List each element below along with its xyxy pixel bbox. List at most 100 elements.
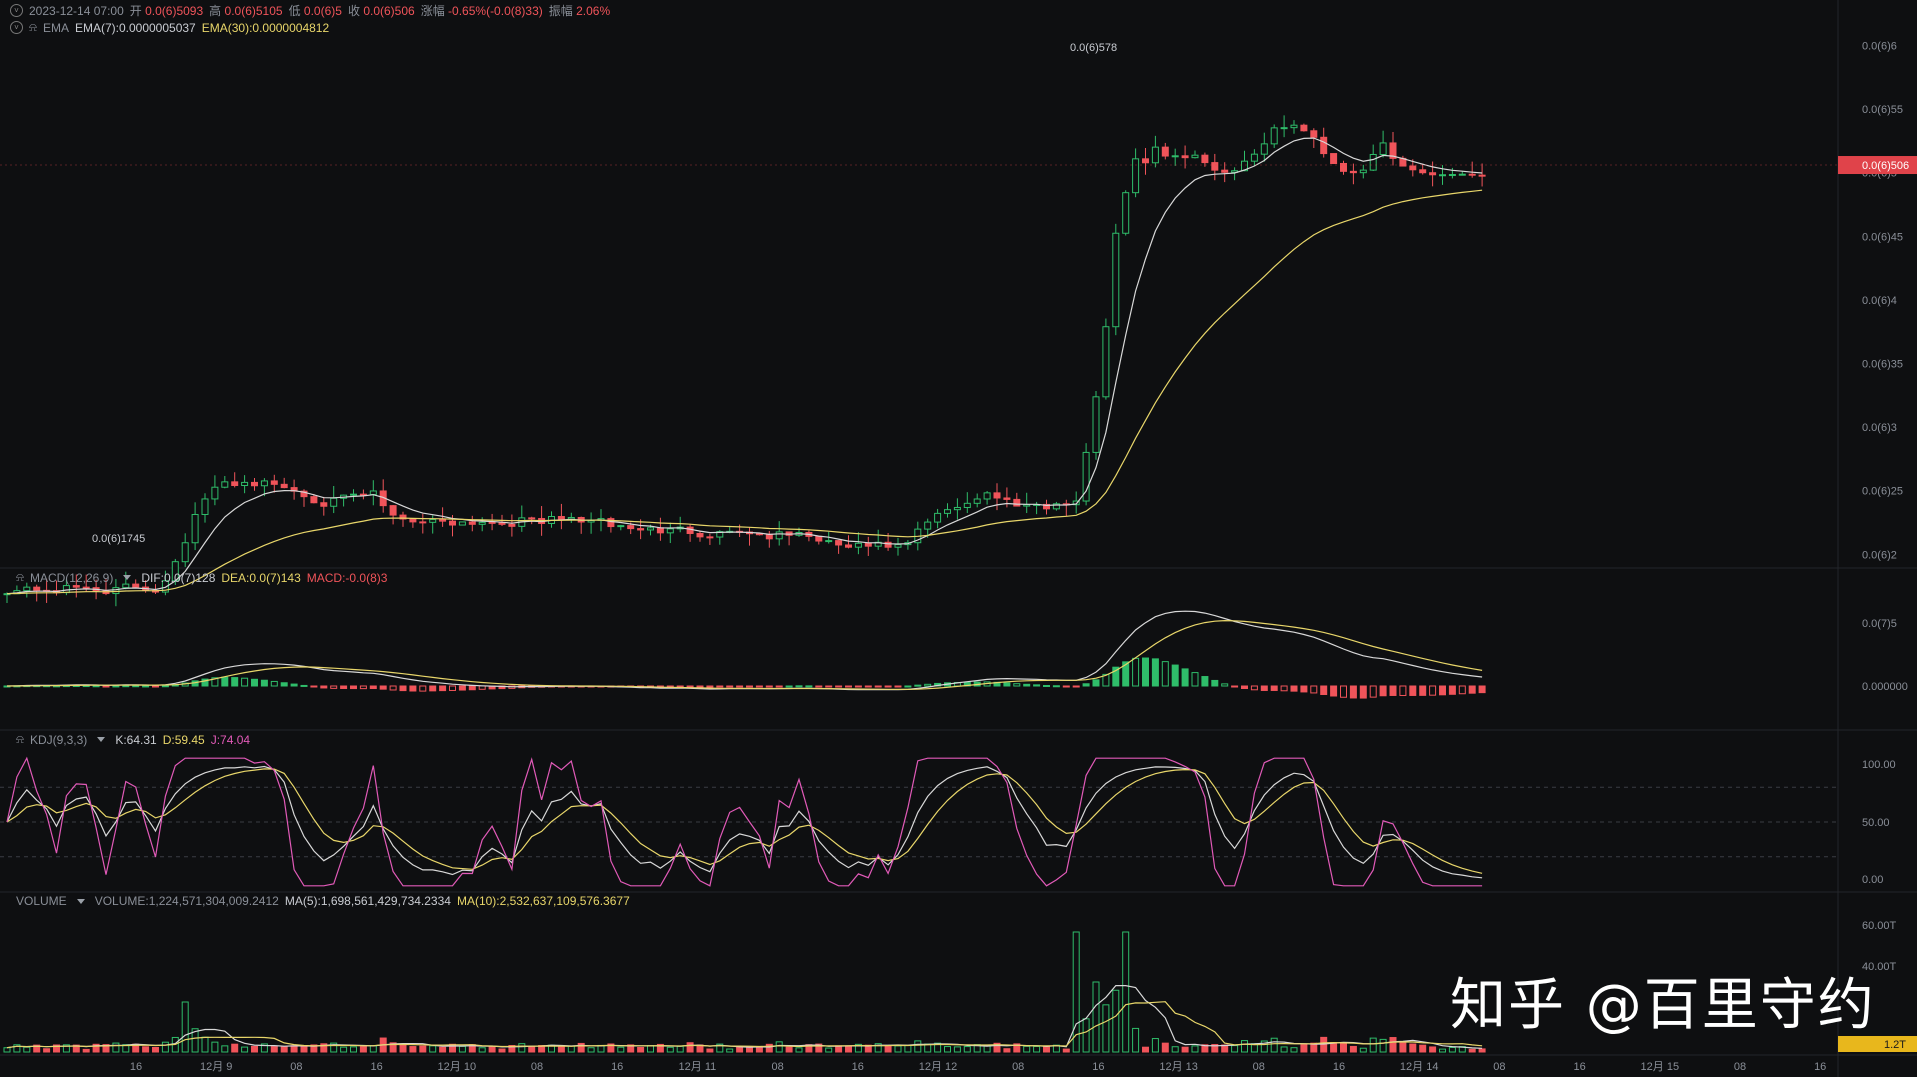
candle <box>1290 124 1298 129</box>
candle <box>1102 326 1110 398</box>
bell-icon[interactable]: ⍾ <box>29 20 37 34</box>
candle <box>508 523 516 527</box>
candle <box>389 505 397 516</box>
kdj-d-line <box>6 768 1483 874</box>
macd-bar <box>1122 661 1130 687</box>
volume-bar <box>439 1046 447 1053</box>
volume-legend: VOLUME VOLUME:1,224,571,304,009.2412 MA(… <box>16 894 630 908</box>
macd-bar <box>1409 685 1417 696</box>
candle <box>854 542 862 548</box>
candle <box>1270 127 1278 145</box>
kdj-j: J:74.04 <box>210 732 251 747</box>
candle <box>755 533 763 536</box>
candle <box>320 502 328 507</box>
volume-bar <box>1171 1046 1179 1053</box>
time-tick-label: 08 <box>290 1061 302 1073</box>
chevron-icon[interactable]: ˅ <box>10 4 23 17</box>
chevron-icon[interactable]: ˅ <box>10 21 23 34</box>
candle <box>280 483 288 489</box>
volume-bar <box>647 1045 654 1053</box>
candle <box>1468 173 1476 176</box>
volume-bar <box>785 1046 793 1053</box>
chevron-down-icon[interactable] <box>76 898 85 904</box>
chevron-down-icon[interactable] <box>97 737 106 742</box>
candle <box>1092 396 1100 453</box>
candle <box>706 536 714 539</box>
time-tick-label: 12月 13 <box>1159 1061 1198 1073</box>
ema-row: ˅ ⍾ EMA EMA(7):0.0000005037 EMA(30):0.00… <box>10 20 329 35</box>
macd-bar <box>419 685 427 692</box>
macd-bar <box>1429 685 1437 696</box>
volume-bar <box>755 1047 763 1053</box>
volume-ma5: MA(5):1,698,561,429,734.2334 <box>284 894 451 908</box>
macd-bar <box>161 685 169 688</box>
volume-bar <box>1280 1046 1288 1053</box>
macd-bar <box>310 685 318 688</box>
macd-bar <box>369 685 377 690</box>
volume-bar <box>874 1043 882 1053</box>
macd-bar <box>409 685 417 692</box>
macd-bar <box>211 677 219 687</box>
macd-bar <box>399 685 407 692</box>
volume-ma10: MA(10):2,532,637,109,576.3677 <box>456 894 630 908</box>
macd-bar <box>1399 685 1407 696</box>
macd-tick-label: 0.0(7)5 <box>1862 618 1897 630</box>
volume-bar <box>1359 1047 1367 1053</box>
candle <box>72 585 80 588</box>
volume-bar <box>62 1044 70 1053</box>
volume-bar <box>815 1043 823 1053</box>
candle <box>686 526 694 534</box>
candle <box>468 521 476 525</box>
ema-name: EMA <box>42 20 69 35</box>
volume-bar <box>478 1047 486 1053</box>
macd-bar <box>340 685 348 689</box>
candle <box>409 518 417 523</box>
volume-bar <box>627 1044 635 1053</box>
volume-bar <box>1300 1044 1308 1053</box>
macd-bar <box>1468 685 1476 694</box>
candle <box>161 580 169 593</box>
volume-bar <box>1439 1048 1446 1053</box>
macd-bar <box>884 685 892 688</box>
volume-bar <box>458 1045 466 1053</box>
time-tick-label: 08 <box>771 1061 783 1073</box>
candle <box>132 583 140 588</box>
candle <box>894 544 902 548</box>
macd-bar <box>835 685 843 688</box>
volume-bar <box>884 1045 892 1053</box>
high-value: 0.0(6)5105 <box>224 4 283 18</box>
macd-dif: DIF:0.0(7)128 <box>141 570 216 585</box>
macd-bar <box>92 685 100 688</box>
candle <box>1389 142 1397 159</box>
macd-bar <box>1310 685 1318 694</box>
bell-icon[interactable]: ⍾ <box>16 732 24 746</box>
candle <box>666 528 674 534</box>
volume-bar <box>1320 1036 1328 1053</box>
price-tick-label: 0.0(6)35 <box>1862 358 1903 370</box>
candle <box>369 490 377 496</box>
macd-bar <box>1359 685 1367 699</box>
volume-bar <box>1191 1045 1199 1053</box>
volume-tick-label: 40.00T <box>1862 961 1897 973</box>
macd-bar <box>468 685 476 691</box>
macd-bar <box>122 685 130 688</box>
candle <box>112 587 120 595</box>
volume-bar <box>399 1044 407 1053</box>
candle <box>330 497 338 507</box>
candle <box>241 481 249 486</box>
candle <box>449 520 456 526</box>
volume-bar <box>1023 1045 1031 1053</box>
close-label: 收 <box>347 4 360 18</box>
macd-bar <box>864 685 872 688</box>
candle <box>983 492 991 500</box>
volume-bar <box>1419 1044 1427 1053</box>
chevron-down-icon[interactable] <box>123 575 132 580</box>
candle <box>637 528 645 531</box>
macd-bar <box>1340 685 1347 698</box>
volume-bar <box>1448 1046 1456 1053</box>
macd-bar <box>1280 685 1288 692</box>
macd-bar <box>1379 685 1387 697</box>
bell-icon[interactable]: ⍾ <box>16 570 24 584</box>
candle <box>1132 158 1140 194</box>
